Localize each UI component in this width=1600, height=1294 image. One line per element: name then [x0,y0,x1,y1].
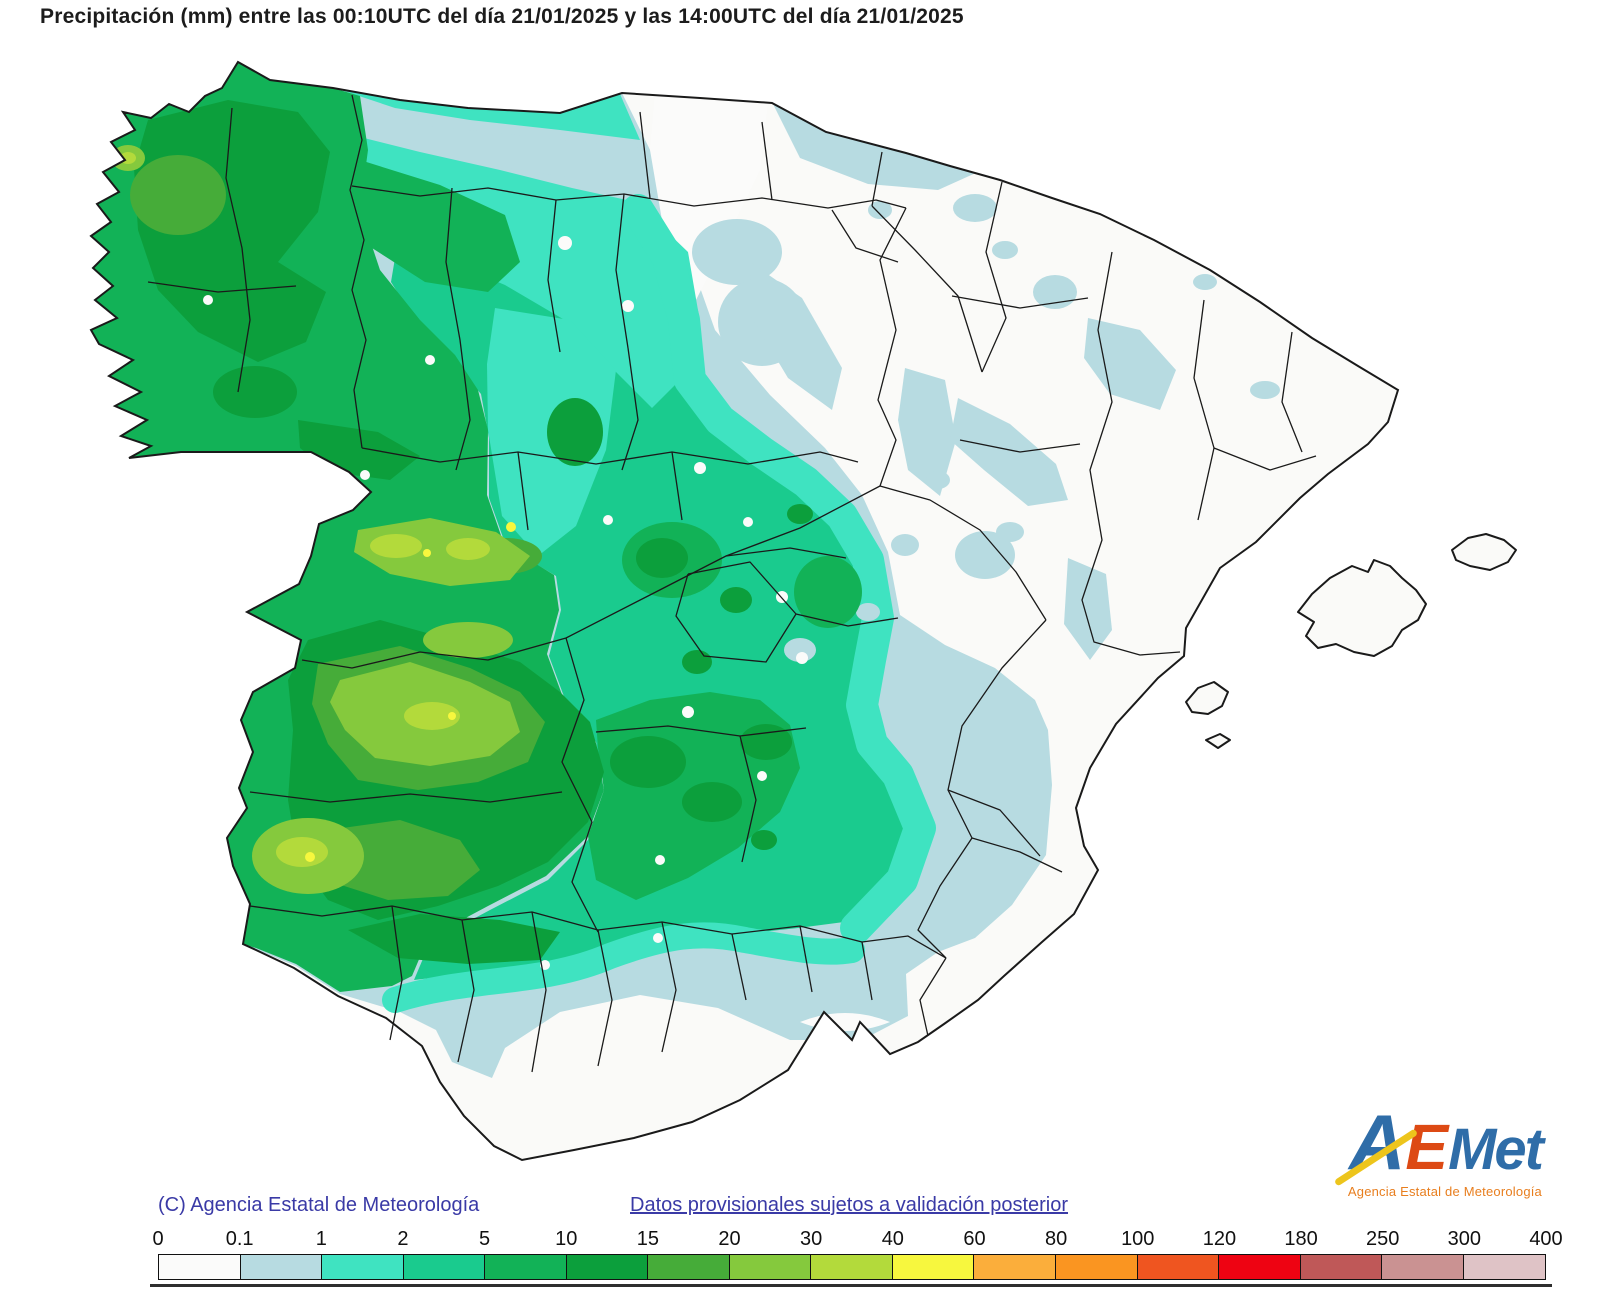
legend-tick-labels: 0 0.1 1 2 5 10 15 20 30 40 60 80 100 120 180 250 300 400 [152,1228,1562,1252]
legend-box-180 [1299,1254,1383,1280]
legend-tick-80: 80 [1044,1228,1068,1250]
legend-tick-2: 2 [397,1228,409,1250]
legend-tick-30: 30 [800,1228,823,1250]
legend-tick-20: 20 [718,1228,741,1250]
legend-underline [150,1284,1552,1287]
formentera-island [1205,733,1231,749]
menorca-island [1451,533,1517,571]
mallorca-island [1297,559,1427,657]
legend-box-30 [810,1254,894,1280]
legend-box-2 [402,1254,486,1280]
balearic-islands [1185,533,1517,749]
legend-box-0.1 [239,1254,323,1280]
legend-box-10 [565,1254,649,1280]
legend-tick-40: 40 [881,1228,904,1250]
legend-box-300 [1462,1254,1546,1280]
legend-box-80 [1055,1254,1139,1280]
legend-tick-250: 250 [1366,1228,1400,1250]
legend-tick-15: 15 [636,1228,659,1250]
precipitation-map [0,36,1600,1196]
aemet-logo-subtitle: Agencia Estatal de Meteorología [1347,1184,1542,1199]
province-borders [147,94,1317,1073]
legend-box-60 [973,1254,1057,1280]
logo-letter-e: E [1405,1111,1449,1183]
aemet-logo: AEMet Agencia Estatal de Meteorología [1322,1096,1544,1216]
legend-colorbar [158,1254,1546,1280]
legend-tick-0.1: 0.1 [225,1228,254,1250]
ibiza-island [1185,681,1229,715]
provisional-data-link[interactable]: Datos provisionales sujetos a validación… [630,1194,1069,1216]
legend-box-120 [1218,1254,1302,1280]
legend-tick-100: 100 [1121,1228,1155,1250]
page-title: Precipitación (mm) entre las 00:10UTC de… [40,5,964,28]
legend-box-100 [1136,1254,1220,1280]
legend-tick-5: 5 [479,1228,491,1250]
legend-box-1 [321,1254,405,1280]
legend-tick-300: 300 [1447,1228,1482,1250]
legend-tick-0: 0 [152,1228,164,1250]
legend-tick-60: 60 [963,1228,986,1250]
legend-tick-400: 400 [1529,1228,1563,1250]
legend-tick-180: 180 [1284,1228,1318,1250]
copyright-text: (C) Agencia Estatal de Meteorología [158,1194,480,1216]
legend-tick-1: 1 [315,1228,327,1250]
legend-box-15 [647,1254,731,1280]
legend-tick-10: 10 [555,1228,578,1250]
legend-box-250 [1381,1254,1465,1280]
legend-tick-120: 120 [1202,1228,1237,1250]
spain-coastline [89,60,1400,1162]
legend-box-20 [728,1254,812,1280]
legend-box-0 [158,1254,242,1280]
logo-letters-met: Met [1448,1117,1544,1182]
legend-box-40 [891,1254,976,1280]
spain-map-svg [89,60,1517,1162]
legend-box-5 [484,1254,568,1280]
aemet-logo-lettering: AEMet [1322,1096,1544,1188]
